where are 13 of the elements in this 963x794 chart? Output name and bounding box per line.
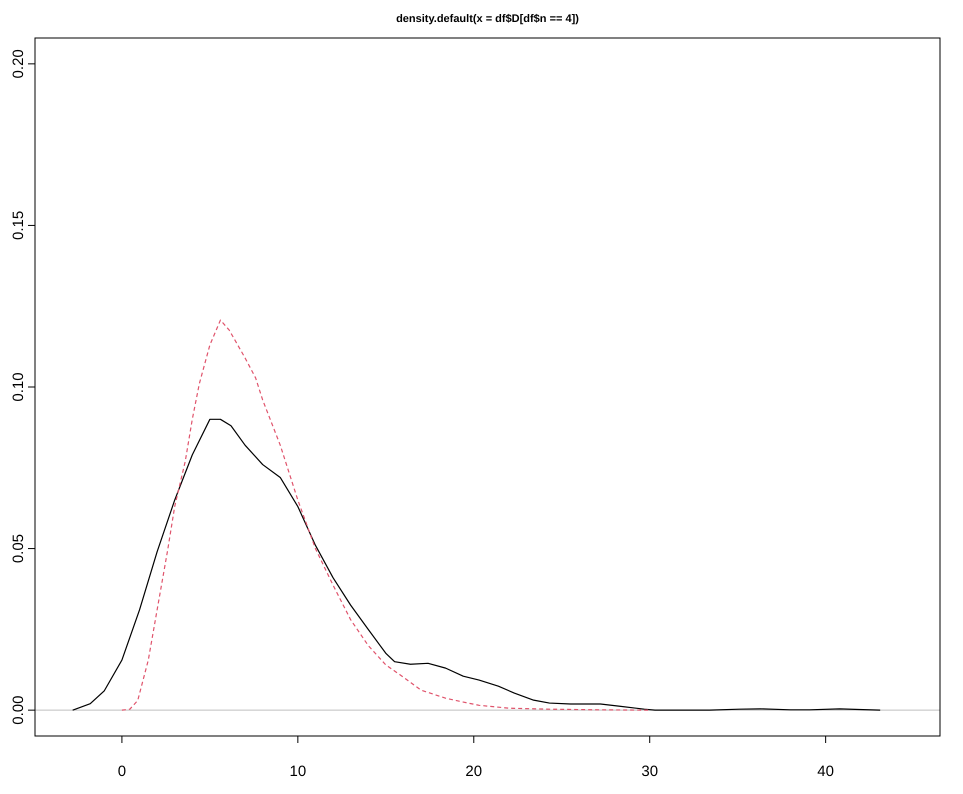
- y-tick-label: 0.20: [10, 49, 27, 78]
- x-tick-label: 40: [817, 763, 834, 780]
- line-series: [121, 320, 650, 711]
- y-tick-label: 0.10: [10, 372, 27, 402]
- line-series: [72, 418, 881, 711]
- x-tick-label: 30: [641, 763, 658, 780]
- chart-title: density.default(x = df$D[df$n == 4]): [396, 13, 580, 25]
- x-tick-label: 0: [118, 763, 126, 780]
- y-tick-label: 0.15: [10, 210, 27, 240]
- x-tick-label: 10: [290, 763, 306, 780]
- y-tick-label: 0.05: [10, 534, 27, 564]
- x-tick-label: 20: [465, 763, 482, 780]
- y-tick-label: 0.00: [10, 696, 27, 725]
